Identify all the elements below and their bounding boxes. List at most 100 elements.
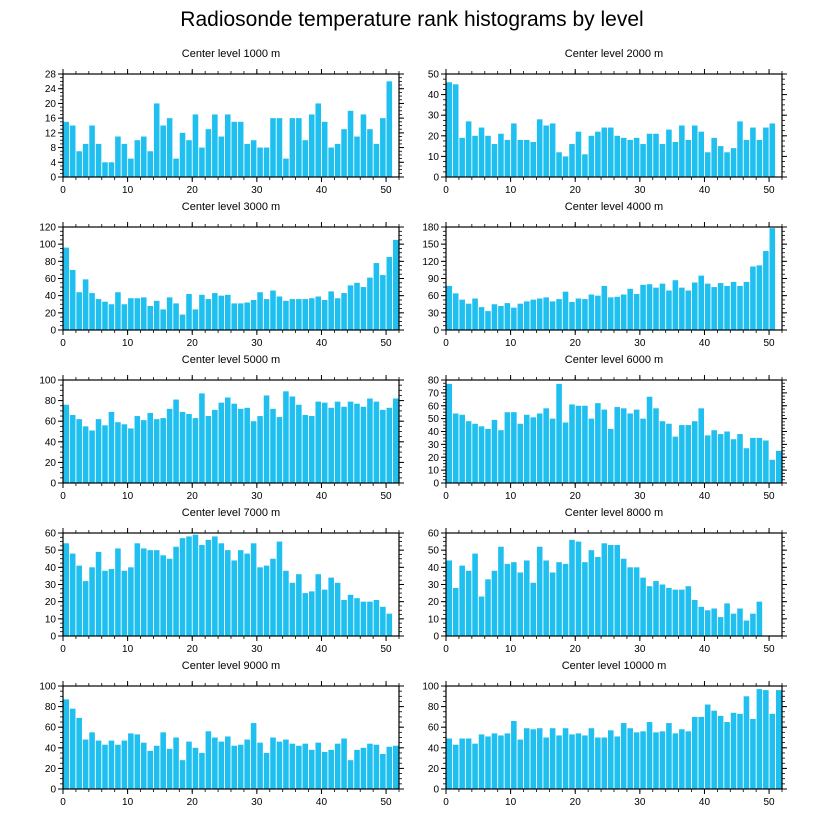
histogram-bar [485, 311, 491, 330]
histogram-bar [763, 251, 769, 330]
y-tick-label: 8 [50, 143, 56, 154]
x-tick-label: 30 [251, 185, 263, 196]
histogram-bar [498, 430, 504, 483]
histogram-bar [763, 690, 769, 789]
y-tick-label: 0 [433, 632, 439, 643]
histogram-bar [711, 608, 717, 636]
y-tick-label: 0 [50, 479, 56, 490]
histogram-bar [491, 144, 498, 177]
histogram-bar [153, 419, 160, 483]
histogram-bar [347, 110, 354, 177]
y-tick-label: 60 [45, 274, 57, 285]
y-tick-label: 0 [50, 173, 56, 184]
histogram-bar [775, 690, 782, 789]
x-tick-label: 0 [60, 797, 66, 808]
histogram-bar [646, 586, 653, 636]
histogram-bar [134, 543, 141, 636]
histogram-bar [160, 418, 166, 483]
panel-title: Center level 1000 m [182, 48, 280, 60]
histogram-bar [386, 407, 393, 483]
histogram-bar [140, 136, 147, 177]
histogram-bar [302, 415, 309, 483]
histogram-bar [354, 136, 360, 177]
histogram-bar [341, 406, 347, 483]
histogram-bar [523, 728, 530, 789]
histogram-bar [549, 123, 556, 177]
y-tick-label: 40 [45, 743, 57, 754]
y-tick-label: 60 [428, 529, 440, 540]
histogram-bar [627, 139, 633, 177]
histogram-bar [315, 574, 322, 636]
histogram-bar [653, 287, 659, 330]
histogram-bar [717, 617, 724, 636]
histogram-panel-2: 0 10 20 30 40 50 0 10 20 30 40 50 Center level 2000 … [428, 48, 787, 196]
histogram-bar [102, 301, 108, 330]
histogram-bar [769, 459, 776, 483]
histogram-bar [562, 291, 569, 330]
y-tick-label: 0 [50, 632, 56, 643]
histogram-bar [237, 408, 244, 483]
histogram-bar [543, 408, 549, 483]
histogram-bar [360, 287, 367, 330]
histogram-bar [717, 434, 724, 483]
y-tick-label: 40 [45, 291, 57, 302]
histogram-bar [459, 565, 465, 636]
histogram-bar [367, 129, 373, 177]
histogram-bar [485, 736, 491, 789]
histogram-bar [511, 123, 517, 177]
histogram-bar [640, 731, 646, 789]
y-tick-label: 70 [428, 388, 440, 399]
histogram-bar [218, 402, 225, 483]
histogram-bar [63, 543, 70, 636]
histogram-bar [160, 555, 166, 636]
histogram-bar [115, 292, 121, 330]
panel-title: Center level 3000 m [182, 201, 280, 213]
y-tick-label: 40 [428, 743, 440, 754]
histogram-bar [108, 162, 115, 177]
histogram-bar [756, 689, 763, 789]
histogram-bar [750, 613, 756, 636]
y-tick-label: 100 [39, 682, 56, 693]
y-tick-label: 80 [428, 376, 440, 387]
y-tick-label: 0 [433, 173, 439, 184]
histogram-bar [270, 558, 276, 636]
histogram-bar [270, 290, 276, 330]
histogram-bar [147, 412, 154, 483]
histogram-bar [108, 304, 115, 330]
x-tick-label: 50 [764, 185, 776, 196]
histogram-bar [536, 413, 543, 483]
histogram-bar [478, 307, 485, 330]
histogram-bar [147, 550, 154, 636]
y-tick-label: 20 [428, 764, 440, 775]
histogram-bar [769, 713, 776, 789]
histogram-bar [601, 737, 608, 789]
x-tick-label: 20 [187, 338, 199, 349]
histogram-bar [530, 729, 537, 789]
histogram-bar [446, 285, 453, 330]
histogram-bar [724, 603, 730, 636]
histogram-bar [698, 408, 705, 483]
histogram-bar [231, 745, 238, 789]
histogram-bar [102, 162, 108, 177]
histogram-bar [173, 546, 179, 636]
histogram-bar [270, 408, 276, 483]
histogram-bar [334, 143, 341, 177]
histogram-bar [562, 563, 569, 636]
x-tick-label: 20 [187, 644, 199, 655]
histogram-bar [562, 422, 569, 483]
histogram-bar [205, 416, 212, 483]
histogram-bar [620, 723, 627, 789]
histogram-bar [459, 137, 465, 177]
histogram-bar [224, 114, 231, 177]
histogram-bar [685, 425, 692, 483]
histogram-bar [446, 560, 453, 636]
y-tick-label: 0 [433, 326, 439, 337]
y-tick-label: 10 [45, 614, 57, 625]
histogram-bar [724, 152, 730, 177]
x-tick-label: 40 [316, 491, 328, 502]
x-tick-label: 40 [699, 797, 711, 808]
y-tick-label: 20 [428, 453, 440, 464]
histogram-bar [166, 408, 173, 483]
histogram-bar [231, 303, 238, 330]
histogram-bar [614, 296, 621, 330]
